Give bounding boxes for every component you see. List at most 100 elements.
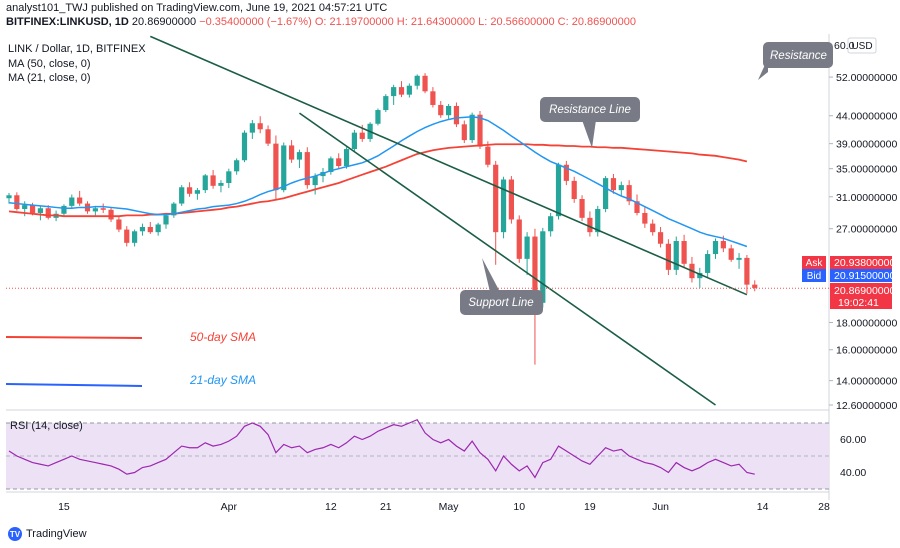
candle-body[interactable] (697, 272, 703, 279)
candle-body[interactable] (147, 226, 153, 233)
ma21-line[interactable] (8, 116, 748, 248)
candle-body[interactable] (618, 185, 624, 191)
candle-body[interactable] (359, 132, 365, 139)
candle-body[interactable] (194, 190, 200, 194)
resistance-line-callout[interactable] (540, 97, 640, 122)
candle-body[interactable] (642, 212, 648, 224)
candle-body[interactable] (469, 114, 475, 141)
candle-body[interactable] (720, 241, 726, 249)
candle-body[interactable] (555, 164, 562, 217)
candle-body[interactable] (45, 208, 51, 218)
candle-body[interactable] (626, 185, 632, 202)
candle-body[interactable] (406, 85, 412, 95)
candle-body[interactable] (571, 180, 577, 199)
candle-body[interactable] (477, 114, 483, 147)
candle-body[interactable] (744, 257, 750, 285)
candle-body[interactable] (681, 241, 687, 264)
candle-body[interactable] (186, 187, 193, 194)
candle-body[interactable] (705, 254, 711, 273)
price-axis[interactable]: 52.00000000 44.00000000 39.00000000 35.0000… (829, 72, 897, 412)
candle-body[interactable] (485, 146, 491, 165)
candle-body[interactable] (712, 241, 719, 255)
candle-body[interactable] (179, 187, 185, 204)
candle-body[interactable] (343, 149, 350, 167)
support-line-callout[interactable] (460, 290, 543, 315)
candle-body[interactable] (108, 209, 114, 220)
candle-body[interactable] (155, 224, 161, 233)
rsi-title[interactable]: RSI (14, close) (10, 420, 83, 432)
candle-body[interactable] (563, 164, 569, 181)
candle-body[interactable] (22, 205, 28, 210)
candle-body[interactable] (100, 208, 106, 210)
candle-body[interactable] (532, 236, 538, 303)
candle-body[interactable] (249, 123, 255, 133)
candle-body[interactable] (6, 195, 12, 199)
candle-body[interactable] (61, 205, 67, 214)
candle-body[interactable] (548, 216, 554, 232)
candle-body[interactable] (587, 217, 593, 233)
candle-body[interactable] (241, 132, 248, 161)
candle-body[interactable] (351, 132, 357, 150)
candle-body[interactable] (665, 243, 671, 270)
candle-body[interactable] (634, 201, 640, 213)
candle-body[interactable] (132, 231, 138, 243)
candle-body[interactable] (453, 105, 460, 125)
legend-ma50[interactable]: MA (50, close, 0) (8, 57, 91, 70)
candle-body[interactable] (14, 195, 20, 210)
candle-body[interactable] (29, 205, 36, 213)
candle-body[interactable] (304, 152, 310, 186)
candle-body[interactable] (657, 232, 664, 244)
candle-body[interactable] (202, 175, 208, 191)
candle-body[interactable] (210, 175, 216, 186)
candle-body[interactable] (336, 158, 342, 167)
candle-body[interactable] (139, 226, 146, 232)
candle-body[interactable] (163, 215, 169, 225)
resistance-trendline[interactable] (149, 35, 748, 296)
candle-body[interactable] (398, 87, 405, 95)
candle-body[interactable] (516, 219, 522, 259)
candle-body[interactable] (124, 229, 130, 243)
candle-body[interactable] (273, 143, 279, 191)
candle-body[interactable] (461, 124, 467, 141)
legend-ma21[interactable]: MA (21, close, 0) (8, 72, 91, 84)
candle-body[interactable] (69, 197, 75, 206)
footer-brand[interactable]: TradingView (26, 528, 87, 540)
candle-body[interactable] (673, 241, 679, 270)
rsi-line[interactable] (8, 418, 755, 479)
candle-body[interactable] (414, 75, 420, 86)
candle-body[interactable] (508, 179, 514, 220)
candle-body[interactable] (430, 91, 436, 105)
candle-body[interactable] (728, 248, 734, 260)
candle-body[interactable] (92, 208, 98, 212)
candle-body[interactable] (257, 123, 263, 130)
candle-body[interactable] (650, 223, 656, 233)
candle-body[interactable] (603, 178, 609, 210)
candle-body[interactable] (234, 160, 240, 172)
candle-body[interactable] (296, 152, 303, 160)
candle-body[interactable] (328, 158, 334, 173)
tradingview-logo-icon[interactable]: TV (8, 527, 22, 541)
candle-body[interactable] (383, 96, 389, 111)
candle-body[interactable] (312, 176, 318, 186)
candle-body[interactable] (265, 129, 271, 144)
candle-body[interactable] (171, 203, 177, 216)
legend-title[interactable]: LINK / Dollar, 1D, BITFINEX (8, 43, 146, 55)
candle-body[interactable] (375, 110, 381, 124)
candle-body[interactable] (289, 145, 295, 160)
time-axis[interactable]: 15 Apr 12 21 May 10 19 Jun 14 28 (58, 501, 830, 513)
ma50-line[interactable] (8, 143, 748, 218)
candle-body[interactable] (500, 179, 507, 233)
candle-body[interactable] (540, 231, 546, 303)
candle-body[interactable] (524, 236, 530, 259)
candle-body[interactable] (610, 178, 617, 191)
candle-body[interactable] (422, 75, 428, 92)
currency-badge[interactable] (847, 37, 877, 54)
candle-body[interactable] (752, 284, 758, 288)
candle-body[interactable] (281, 145, 287, 191)
candle-body[interactable] (218, 182, 224, 186)
candle-body[interactable] (116, 219, 122, 230)
candle-body[interactable] (595, 209, 601, 233)
candle-body[interactable] (446, 105, 452, 116)
support-trendline[interactable] (298, 112, 716, 406)
